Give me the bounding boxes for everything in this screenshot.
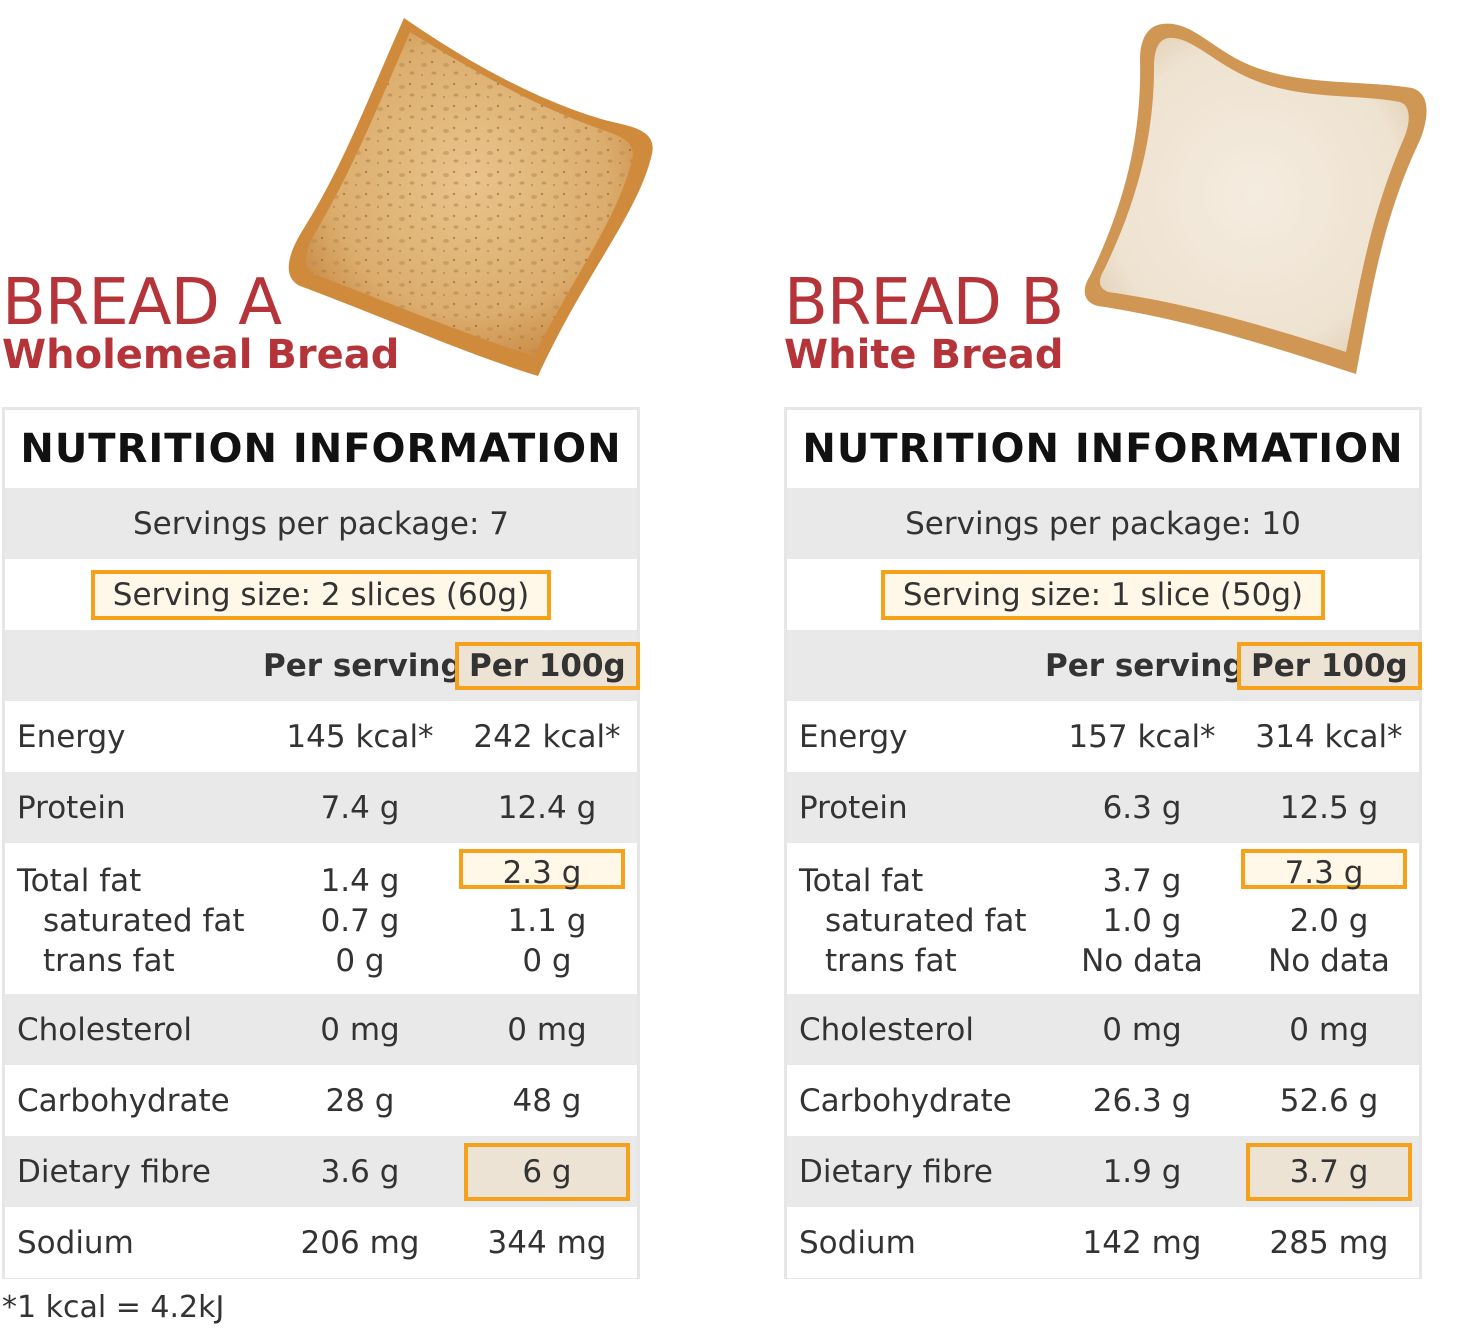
trans-fat-per-100g: No data — [1268, 943, 1390, 979]
bread-a-section: BREAD A Wholemeal Bread NUTRITION INFORM… — [0, 0, 720, 1332]
protein-label: Protein — [799, 789, 908, 826]
white-bread-slice-image — [1084, 23, 1427, 374]
bread-b-subtitle: White Bread — [784, 332, 1064, 378]
nutrition-heading: NUTRITION INFORMATION — [802, 426, 1404, 472]
carbohydrate-row: Carbohydrate 26.3 g 52.6 g — [787, 1065, 1419, 1136]
protein-per-100g: 12.4 g — [497, 789, 597, 826]
trans-fat-per-serving: 0 g — [335, 943, 385, 979]
trans-fat-label: trans fat — [43, 943, 175, 979]
total-fat-label: Total fat — [17, 863, 142, 899]
servings-per-package: Servings per package: 7 — [132, 505, 510, 542]
per-100g-header-highlight: Per 100g — [455, 641, 640, 690]
carbohydrate-label: Carbohydrate — [17, 1082, 230, 1119]
bread-a-title: BREAD A — [2, 266, 282, 340]
per-serving-header: Per serving — [1045, 647, 1245, 684]
energy-row: Energy 145 kcal* 242 kcal* — [5, 701, 637, 772]
sodium-per-100g: 344 mg — [487, 1224, 607, 1261]
dietary-fibre-row: Dietary fibre 3.6 g 6 g — [5, 1136, 637, 1207]
dietary-fibre-per-100g-highlight: 6 g — [464, 1142, 630, 1201]
saturated-fat-per-100g: 2.0 g — [1289, 903, 1369, 939]
total-fat-per-serving: 3.7 g — [1102, 863, 1182, 899]
energy-label: Energy — [799, 718, 908, 755]
column-header-row: Per serving Per 100g — [5, 630, 640, 701]
protein-row: Protein 6.3 g 12.5 g — [787, 772, 1419, 843]
saturated-fat-label: saturated fat — [43, 903, 245, 939]
servings-per-package: Servings per package: 10 — [905, 505, 1301, 542]
nutrition-panel-b: NUTRITION INFORMATION Servings per packa… — [784, 407, 1422, 1279]
nutrition-panel-a: NUTRITION INFORMATION Servings per packa… — [2, 407, 640, 1279]
cholesterol-per-100g: 0 mg — [1289, 1011, 1369, 1048]
wholemeal-slice-image — [288, 18, 653, 376]
dietary-fibre-label: Dietary fibre — [799, 1153, 993, 1190]
sodium-per-serving: 142 mg — [1082, 1224, 1202, 1261]
saturated-fat-label: saturated fat — [825, 903, 1027, 939]
carbohydrate-per-100g: 48 g — [512, 1082, 582, 1119]
servings-per-package-row: Servings per package: 10 — [787, 488, 1419, 559]
energy-footnote: *1 kcal = 4.2kJ — [2, 1290, 225, 1325]
carbohydrate-label: Carbohydrate — [799, 1082, 1012, 1119]
serving-size-row: Serving size: 2 slices (60g) — [5, 559, 637, 630]
trans-fat-per-100g: 0 g — [522, 943, 572, 979]
bread-b-section: BREAD B White Bread NUTRITION INFORMATIO… — [782, 0, 1475, 1332]
carbohydrate-row: Carbohydrate 28 g 48 g — [5, 1065, 637, 1136]
serving-size-highlight: Serving size: 2 slices (60g) — [90, 569, 552, 620]
carbohydrate-per-100g: 52.6 g — [1279, 1082, 1379, 1119]
serving-size-highlight: Serving size: 1 slice (50g) — [880, 569, 1326, 620]
servings-per-package-row: Servings per package: 7 — [5, 488, 637, 559]
saturated-fat-per-serving: 0.7 g — [320, 903, 400, 939]
serving-size-row: Serving size: 1 slice (50g) — [787, 559, 1419, 630]
fat-row: Total fat saturated fat trans fat 3.7 g … — [787, 843, 1419, 994]
bread-b-title: BREAD B — [784, 266, 1064, 340]
carbohydrate-per-serving: 26.3 g — [1092, 1082, 1192, 1119]
dietary-fibre-row: Dietary fibre 1.9 g 3.7 g — [787, 1136, 1419, 1207]
energy-row: Energy 157 kcal* 314 kcal* — [787, 701, 1419, 772]
energy-per-serving: 157 kcal* — [1068, 718, 1216, 755]
energy-label: Energy — [17, 718, 126, 755]
dietary-fibre-label: Dietary fibre — [17, 1153, 211, 1190]
sodium-per-100g: 285 mg — [1269, 1224, 1389, 1261]
trans-fat-per-serving: No data — [1081, 943, 1203, 979]
cholesterol-per-serving: 0 mg — [1102, 1011, 1182, 1048]
sodium-label: Sodium — [799, 1224, 916, 1261]
sodium-row: Sodium 206 mg 344 mg — [5, 1207, 637, 1278]
sodium-row: Sodium 142 mg 285 mg — [787, 1207, 1419, 1278]
dietary-fibre-per-100g-highlight: 3.7 g — [1246, 1142, 1412, 1201]
cholesterol-label: Cholesterol — [799, 1011, 974, 1048]
nutrition-heading: NUTRITION INFORMATION — [20, 426, 622, 472]
trans-fat-label: trans fat — [825, 943, 957, 979]
sodium-label: Sodium — [17, 1224, 134, 1261]
saturated-fat-per-serving: 1.0 g — [1102, 903, 1182, 939]
per-serving-header: Per serving — [263, 647, 463, 684]
total-fat-per-100g-highlight: 7.3 g — [1241, 849, 1407, 891]
protein-per-serving: 6.3 g — [1102, 789, 1182, 826]
fat-row: Total fat saturated fat trans fat 1.4 g … — [5, 843, 637, 994]
dietary-fibre-per-serving: 1.9 g — [1102, 1153, 1182, 1190]
protein-per-100g: 12.5 g — [1279, 789, 1379, 826]
cholesterol-label: Cholesterol — [17, 1011, 192, 1048]
cholesterol-row: Cholesterol 0 mg 0 mg — [787, 994, 1419, 1065]
total-fat-per-serving: 1.4 g — [320, 863, 400, 899]
cholesterol-per-100g: 0 mg — [507, 1011, 587, 1048]
protein-per-serving: 7.4 g — [320, 789, 400, 826]
dietary-fibre-per-serving: 3.6 g — [320, 1153, 400, 1190]
saturated-fat-per-100g: 1.1 g — [507, 903, 587, 939]
total-fat-label: Total fat — [799, 863, 924, 899]
carbohydrate-per-serving: 28 g — [325, 1082, 395, 1119]
protein-row: Protein 7.4 g 12.4 g — [5, 772, 637, 843]
bread-a-subtitle: Wholemeal Bread — [2, 332, 400, 378]
column-header-row: Per serving Per 100g — [787, 630, 1422, 701]
energy-per-100g: 314 kcal* — [1255, 718, 1403, 755]
per-100g-header-highlight: Per 100g — [1237, 641, 1422, 690]
sodium-per-serving: 206 mg — [300, 1224, 420, 1261]
energy-per-serving: 145 kcal* — [286, 718, 434, 755]
cholesterol-per-serving: 0 mg — [320, 1011, 400, 1048]
energy-per-100g: 242 kcal* — [473, 718, 621, 755]
cholesterol-row: Cholesterol 0 mg 0 mg — [5, 994, 637, 1065]
total-fat-per-100g-highlight: 2.3 g — [459, 849, 625, 891]
protein-label: Protein — [17, 789, 126, 826]
